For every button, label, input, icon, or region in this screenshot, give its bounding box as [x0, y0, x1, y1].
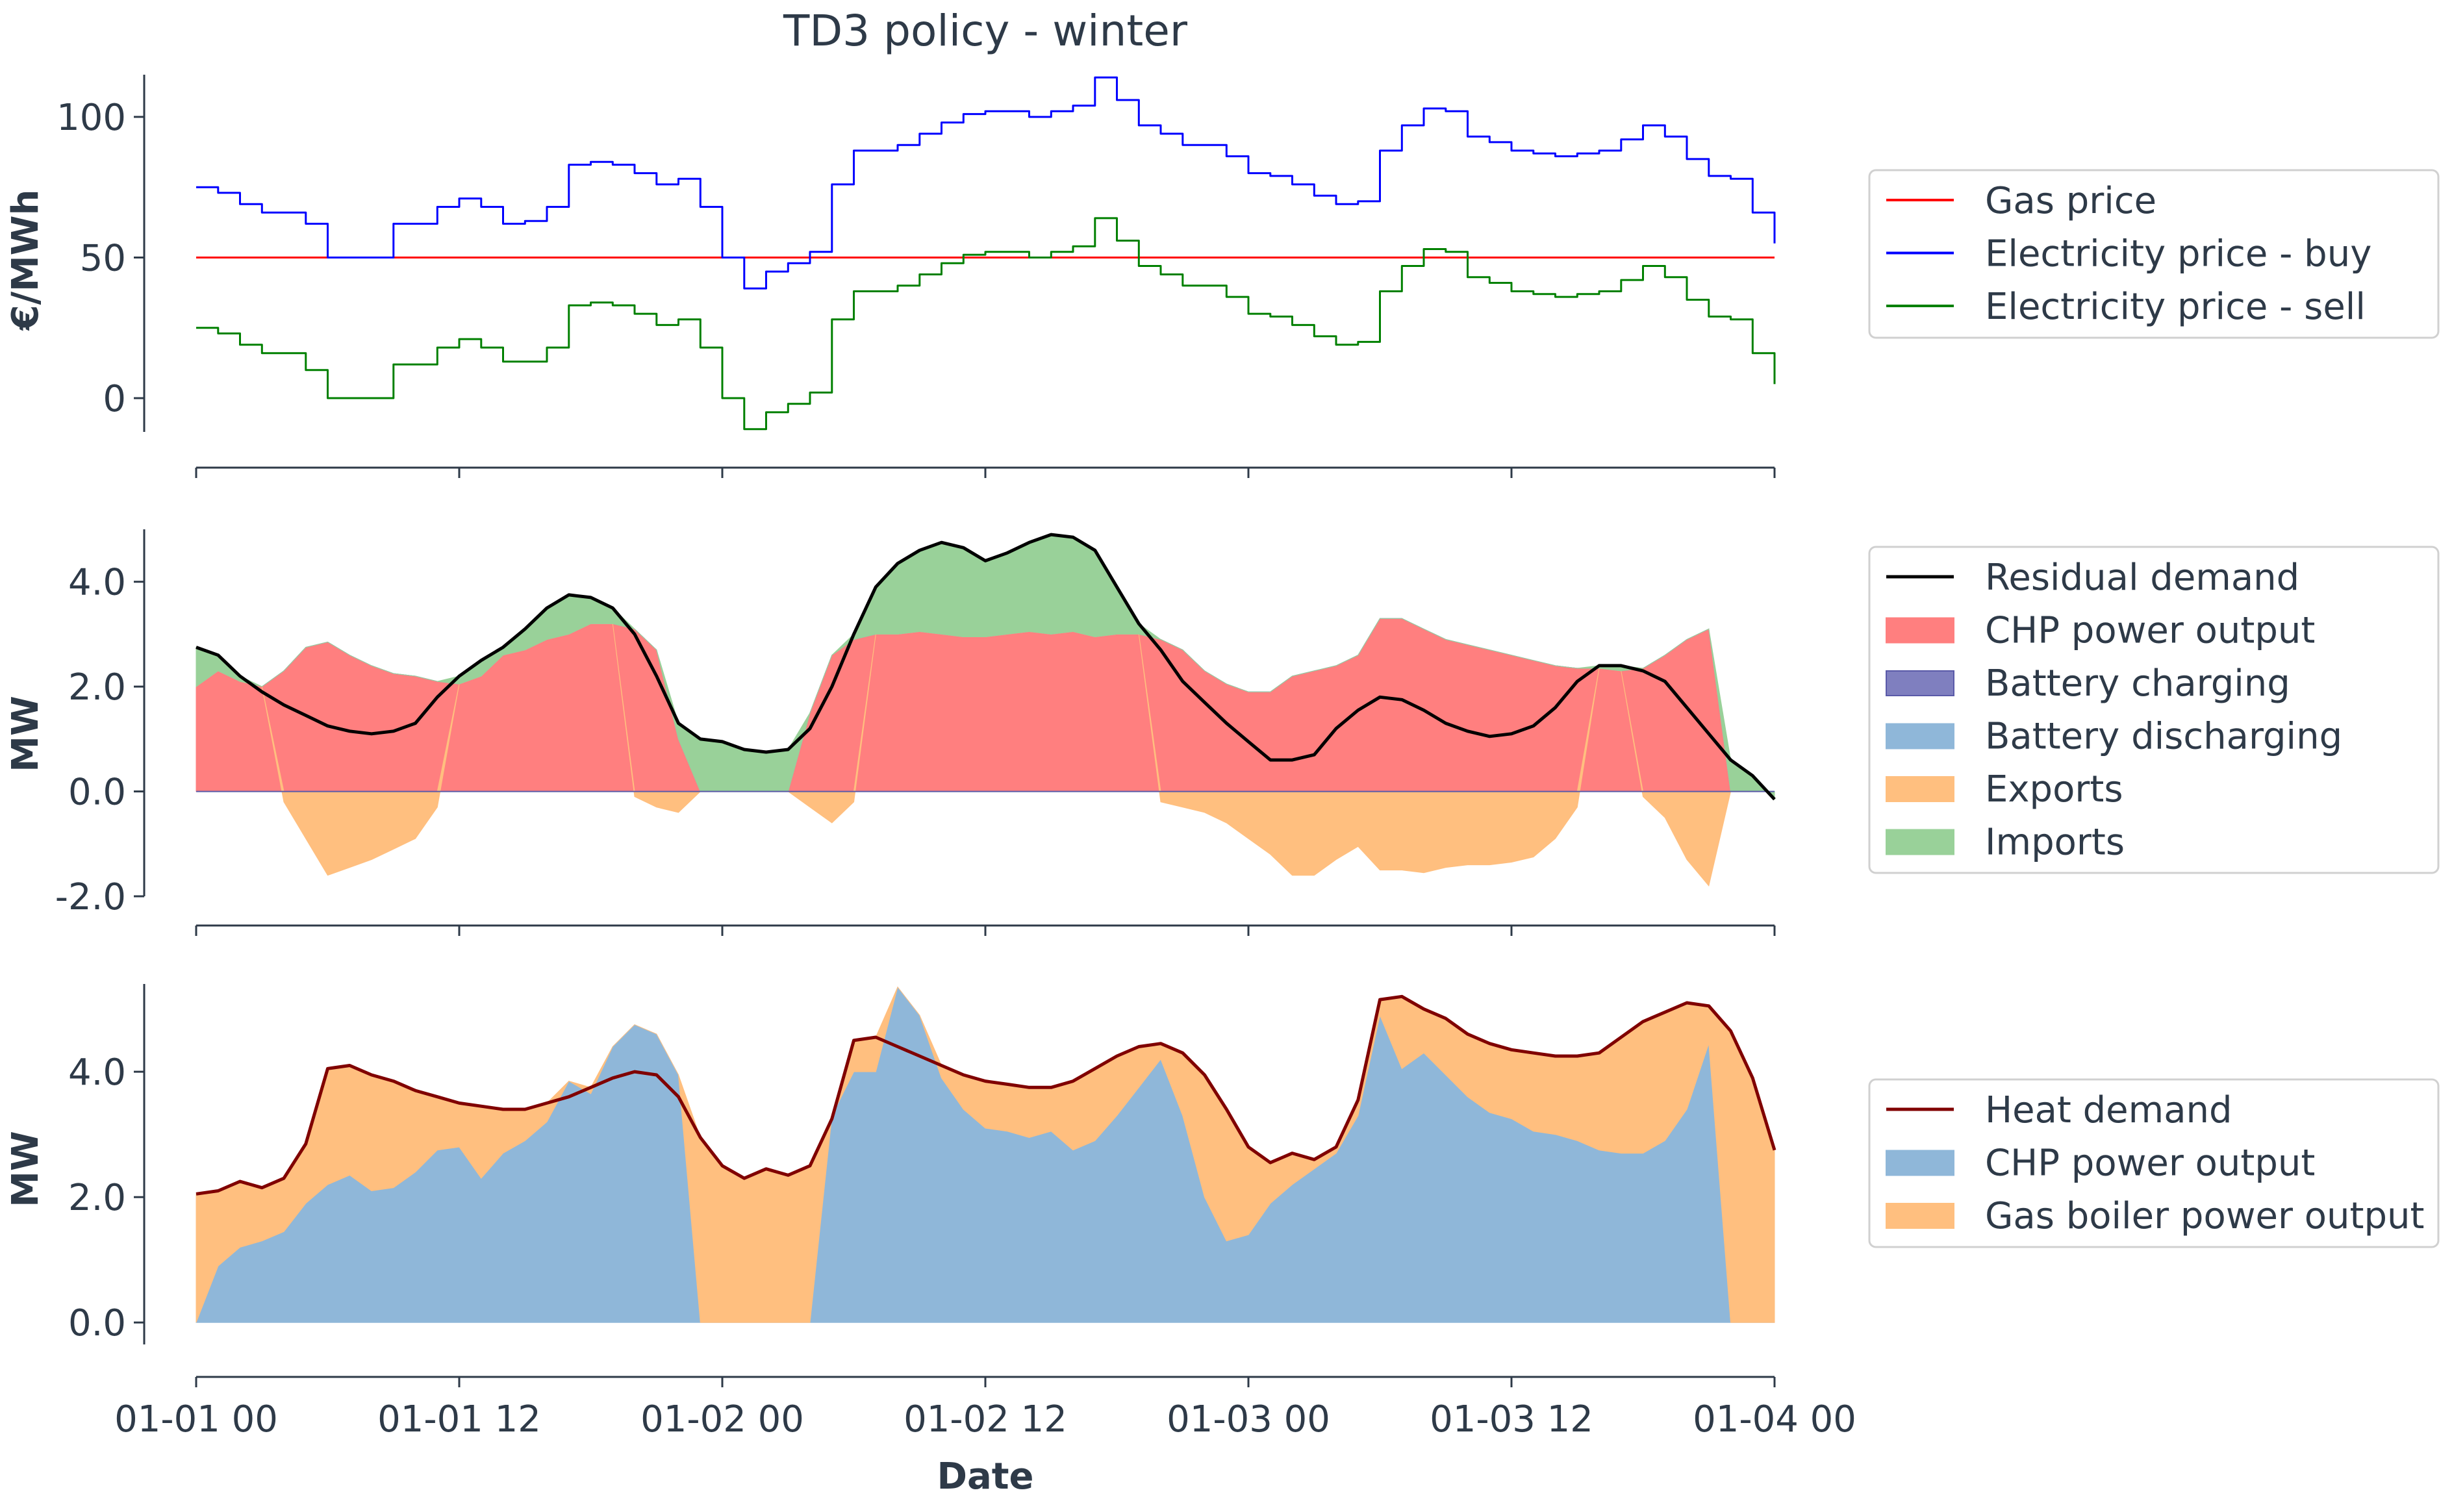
- prices-y-tick-label: 50: [80, 237, 126, 279]
- prices-lines: [196, 76, 1776, 431]
- prices-y-axis-label: €/MWh: [5, 190, 47, 332]
- power-legend-label: Battery discharging: [1985, 716, 2342, 758]
- power-areas: [196, 534, 1775, 887]
- power-legend-label: Imports: [1985, 822, 2125, 864]
- power-legend-item-residual-demand: Residual demand: [1886, 557, 2299, 599]
- x-tick-label: 01-02 12: [904, 1398, 1067, 1441]
- heat-lines: [196, 994, 1776, 1196]
- heat-x-ticks: 01-01 00 01-01 12 01-02 00 01-02 12 01-03 00…: [114, 1377, 1856, 1441]
- power-legend-swatch: [1886, 829, 1954, 855]
- x-tick-label: 01-01 00: [114, 1398, 278, 1441]
- heat-legend-item-heat-demand: Heat demand: [1886, 1089, 2232, 1131]
- heat-y-axis-label: MW: [5, 1131, 47, 1207]
- power-legend-label: CHP power output: [1985, 610, 2315, 652]
- power-legend-swatch: [1886, 617, 1954, 644]
- prices-legend-item-gas-price: Gas price: [1886, 180, 2156, 222]
- power-legend: Residual demand CHP power output Battery c…: [1868, 546, 2440, 874]
- x-tick-label: 01-01 12: [377, 1398, 541, 1441]
- power-y-tick-label: 0.0: [68, 772, 126, 814]
- power-legend-swatch: [1886, 776, 1954, 802]
- heat-y-tick-label: 0.0: [68, 1302, 126, 1344]
- prices-legend-label: Gas price: [1985, 180, 2156, 222]
- prices-legend: Gas price Electricity price - buy Electric…: [1868, 169, 2440, 339]
- heat-panel: 0.0 2.0 4.0 01-01 00 01-01 12 01-02 00 01-02 …: [5, 984, 1856, 1441]
- power-y-axis-label: MW: [5, 696, 47, 772]
- power-legend-swatch: [1886, 723, 1954, 750]
- x-tick-label: 01-03 00: [1167, 1398, 1330, 1441]
- power-legend-item-battery-discharging: Battery discharging: [1886, 716, 2342, 758]
- prices-legend-frame: [1868, 169, 2440, 339]
- power-legend-item-imports: Imports: [1886, 822, 2125, 864]
- x-tick-label: 01-03 12: [1430, 1398, 1593, 1441]
- prices-y-tick-label: 100: [57, 97, 126, 139]
- heat-legend-label: Heat demand: [1985, 1089, 2232, 1131]
- power-legend-item-chp-power-output: CHP power output: [1886, 610, 2315, 652]
- power-legend-label: Exports: [1985, 768, 2123, 811]
- heat-y-tick-label: 4.0: [68, 1052, 126, 1094]
- prices-y-tick-label: 0: [103, 378, 126, 420]
- heat-legend-swatch: [1886, 1203, 1954, 1229]
- x-tick-label: 01-04 00: [1693, 1398, 1856, 1441]
- power-legend-label: Battery charging: [1985, 662, 2290, 705]
- x-tick-label: 01-02 00: [640, 1398, 804, 1441]
- heat-legend-item-chp-power-output: CHP power output: [1886, 1142, 2315, 1185]
- power-y-tick-label: 4.0: [68, 562, 126, 604]
- x-axis-label: Date: [937, 1455, 1033, 1498]
- prices-legend-label: Electricity price - buy: [1985, 233, 2371, 275]
- prices-line-electricity-price-sell: [196, 217, 1776, 431]
- power-y-tick-label: 2.0: [68, 666, 126, 709]
- prices-x-ticks: [195, 468, 1776, 478]
- chart-title: TD3 policy - winter: [783, 6, 1188, 56]
- prices-legend-item-electricity-price-sell: Electricity price - sell: [1886, 286, 2366, 328]
- power-legend-label: Residual demand: [1985, 557, 2299, 599]
- prices-y-ticks: 0 50 100: [57, 97, 144, 420]
- prices-line-electricity-price-buy: [196, 76, 1776, 290]
- power-lines: [196, 533, 1776, 801]
- heat-legend-item-gas-boiler-power-output: Gas boiler power output: [1886, 1195, 2424, 1237]
- power-panel: -2.0 0.0 2.0 4.0 MW: [5, 529, 1776, 936]
- power-line-residual-demand: [196, 533, 1776, 801]
- power-legend-frame: [1868, 546, 2440, 874]
- heat-y-ticks: 0.0 2.0 4.0: [68, 1052, 144, 1344]
- power-x-ticks: [195, 926, 1776, 936]
- heat-legend: Heat demand CHP power output Gas boiler po…: [1868, 1078, 2440, 1248]
- prices-legend-label: Electricity price - sell: [1985, 286, 2366, 328]
- heat-legend-frame: [1868, 1078, 2440, 1248]
- power-y-ticks: -2.0 0.0 2.0 4.0: [55, 562, 144, 918]
- legends: Gas price Electricity price - buy Electric…: [1868, 169, 2440, 1248]
- heat-line-heat-demand: [196, 994, 1776, 1196]
- power-legend-item-exports: Exports: [1886, 768, 2123, 811]
- heat-legend-swatch: [1886, 1150, 1954, 1176]
- power-y-tick-label: -2.0: [55, 876, 126, 918]
- heat-y-tick-label: 2.0: [68, 1177, 126, 1219]
- power-legend-swatch: [1886, 670, 1954, 696]
- heat-legend-label: CHP power output: [1985, 1142, 2315, 1185]
- prices-panel: 0 50 100 €/MWh: [5, 75, 1776, 478]
- power-legend-item-battery-charging: Battery charging: [1886, 662, 2290, 705]
- prices-legend-item-electricity-price-buy: Electricity price - buy: [1886, 233, 2371, 275]
- heat-legend-label: Gas boiler power output: [1985, 1195, 2424, 1237]
